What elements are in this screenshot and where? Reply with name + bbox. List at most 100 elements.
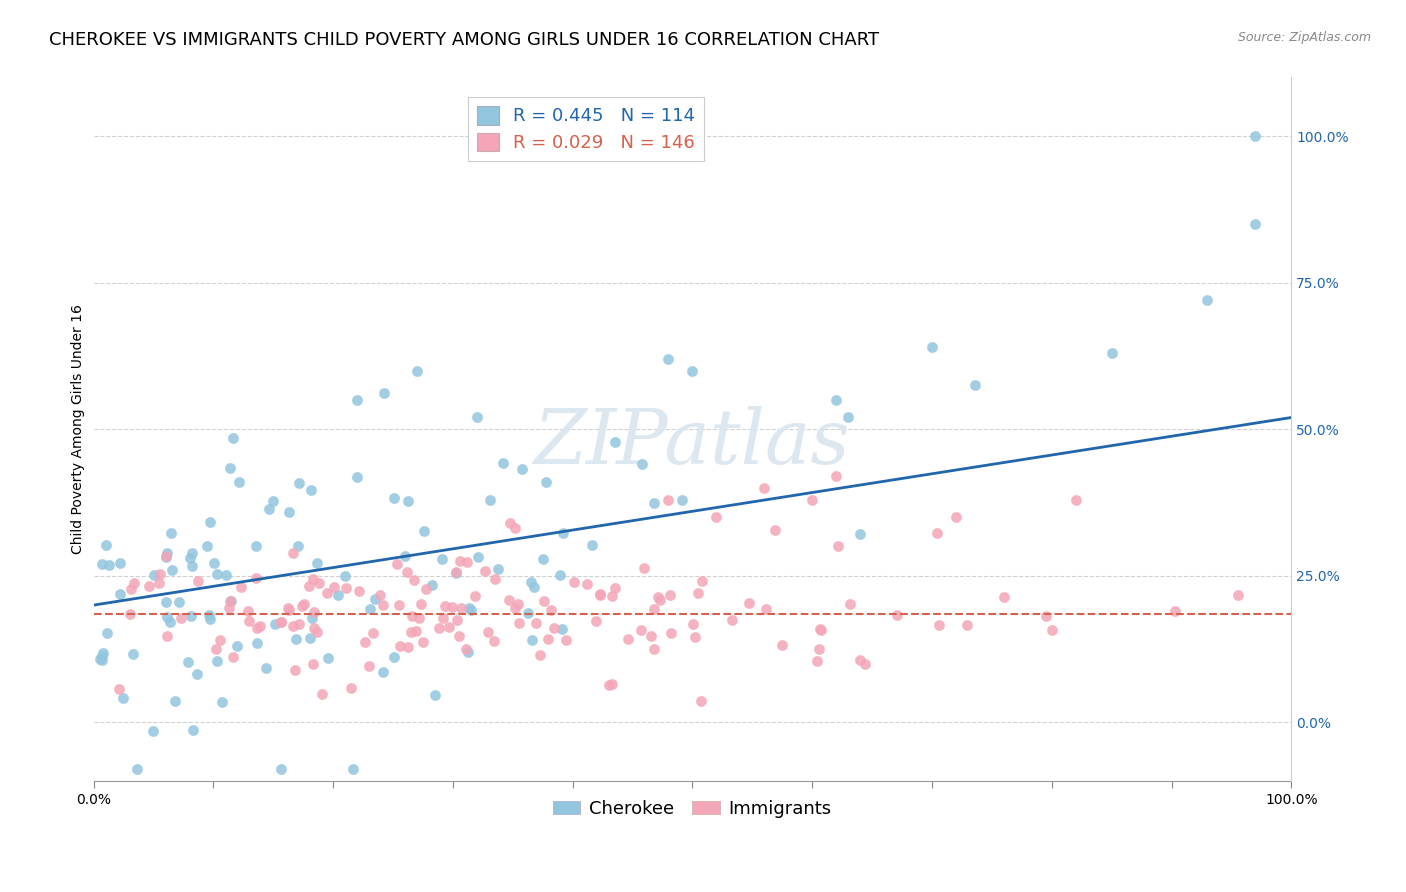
Point [302, 605, 325, 619]
Point [388, 599, 411, 613]
Point [479, 492, 502, 507]
Point [927, 526, 949, 541]
Point [301, 610, 323, 624]
Point [706, 510, 728, 524]
Point [259, 501, 281, 516]
Point [839, 597, 862, 611]
Point [179, 550, 201, 565]
Point [277, 600, 299, 615]
Point [441, 600, 464, 615]
Point [408, 611, 430, 625]
Point [368, 588, 391, 602]
Point [602, 589, 624, 603]
Point [531, 551, 554, 566]
Point [91, 648, 114, 663]
Point [246, 621, 269, 635]
Point [228, 475, 250, 490]
Point [551, 525, 574, 540]
Point [551, 623, 574, 637]
Point [503, 521, 526, 535]
Point [682, 616, 704, 631]
Point [1164, 604, 1187, 618]
Point [205, 566, 228, 581]
Point [346, 470, 368, 484]
Point [221, 594, 243, 608]
Point [155, 550, 177, 565]
Point [754, 481, 776, 495]
Point [180, 609, 202, 624]
Point [456, 642, 478, 657]
Point [467, 550, 489, 565]
Point [89, 652, 111, 666]
Point [738, 596, 761, 610]
Point [160, 563, 183, 577]
Y-axis label: Child Poverty Among Girls Under 16: Child Poverty Among Girls Under 16 [72, 304, 86, 554]
Point [477, 625, 499, 640]
Point [249, 619, 271, 633]
Point [506, 597, 529, 611]
Point [1064, 492, 1087, 507]
Point [617, 632, 640, 646]
Point [186, 666, 208, 681]
Point [643, 496, 665, 510]
Point [335, 568, 357, 582]
Point [382, 650, 405, 665]
Point [180, 546, 202, 560]
Point [316, 651, 339, 665]
Point [91, 557, 114, 571]
Point [406, 363, 429, 377]
Point [433, 599, 456, 614]
Point [211, 695, 233, 709]
Point [180, 558, 202, 573]
Point [810, 623, 832, 637]
Point [382, 491, 405, 506]
Point [181, 723, 204, 737]
Point [160, 526, 183, 541]
Point [963, 378, 986, 392]
Point [401, 609, 423, 624]
Point [396, 640, 419, 655]
Point [200, 515, 222, 529]
Point [536, 475, 558, 490]
Point [837, 410, 859, 425]
Point [423, 688, 446, 702]
Point [307, 624, 329, 639]
Point [855, 657, 877, 671]
Point [446, 613, 468, 627]
Point [311, 687, 333, 701]
Point [281, 618, 304, 632]
Point [322, 580, 344, 594]
Point [643, 642, 665, 657]
Point [335, 581, 357, 595]
Point [299, 483, 322, 498]
Point [721, 613, 744, 627]
Text: ZIPatlas: ZIPatlas [534, 406, 851, 480]
Point [420, 578, 443, 592]
Point [156, 610, 179, 624]
Text: Source: ZipAtlas.com: Source: ZipAtlas.com [1237, 31, 1371, 45]
Point [886, 607, 908, 622]
Point [155, 595, 177, 609]
Point [464, 589, 486, 603]
Point [177, 655, 200, 669]
Point [91, 646, 114, 660]
Point [328, 588, 350, 602]
Point [588, 587, 610, 601]
Point [315, 586, 337, 600]
Point [305, 556, 328, 570]
Point [285, 632, 308, 646]
Point [505, 600, 527, 615]
Point [236, 604, 259, 618]
Point [630, 457, 652, 471]
Point [302, 657, 325, 672]
Point [270, 615, 292, 629]
Point [603, 434, 626, 449]
Point [657, 492, 679, 507]
Point [124, 575, 146, 590]
Point [686, 586, 709, 600]
Point [412, 524, 434, 538]
Point [165, 694, 187, 708]
Point [562, 574, 585, 589]
Legend: Cherokee, Immigrants: Cherokee, Immigrants [546, 792, 839, 825]
Point [246, 636, 269, 650]
